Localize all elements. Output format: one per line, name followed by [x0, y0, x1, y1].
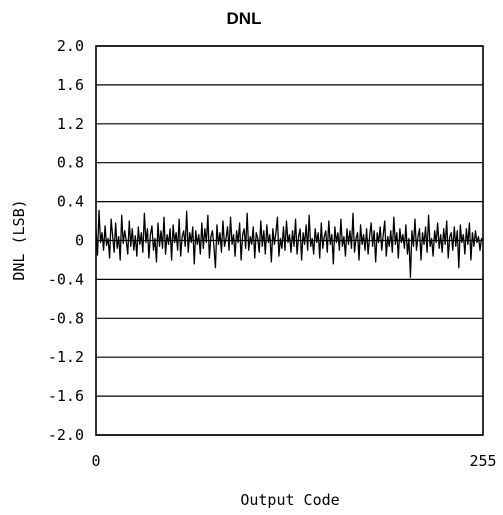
chart-title: DNL	[227, 9, 262, 28]
x-axis-ticks: 0 255	[91, 452, 496, 470]
plot-frame	[95, 45, 484, 436]
y-axis-label: DNL (LSB)	[10, 199, 28, 280]
x-tick-label: 255	[469, 452, 496, 470]
y-tick-label: 0	[75, 232, 84, 250]
dnl-series-line	[95, 209, 484, 279]
y-tick-label: -0.4	[48, 270, 84, 288]
x-tick-label: 0	[91, 452, 100, 470]
y-tick-label: 0.4	[57, 193, 84, 211]
y-axis-ticks: 2.0 1.6 1.2 0.8 0.4 0 -0.4 -0.8 -1.2 -1.6 -2.0	[48, 37, 84, 444]
series-layer	[95, 209, 484, 279]
y-tick-label: 1.2	[57, 115, 84, 133]
y-tick-label: -0.8	[48, 309, 84, 327]
y-tick-label: -1.6	[48, 387, 84, 405]
y-tick-label: -2.0	[48, 426, 84, 444]
y-tick-label: 1.6	[57, 76, 84, 94]
y-tick-label: 2.0	[57, 37, 84, 55]
x-axis-label: Output Code	[240, 491, 339, 509]
y-tick-label: 0.8	[57, 154, 84, 172]
y-tick-label: -1.2	[48, 348, 84, 366]
